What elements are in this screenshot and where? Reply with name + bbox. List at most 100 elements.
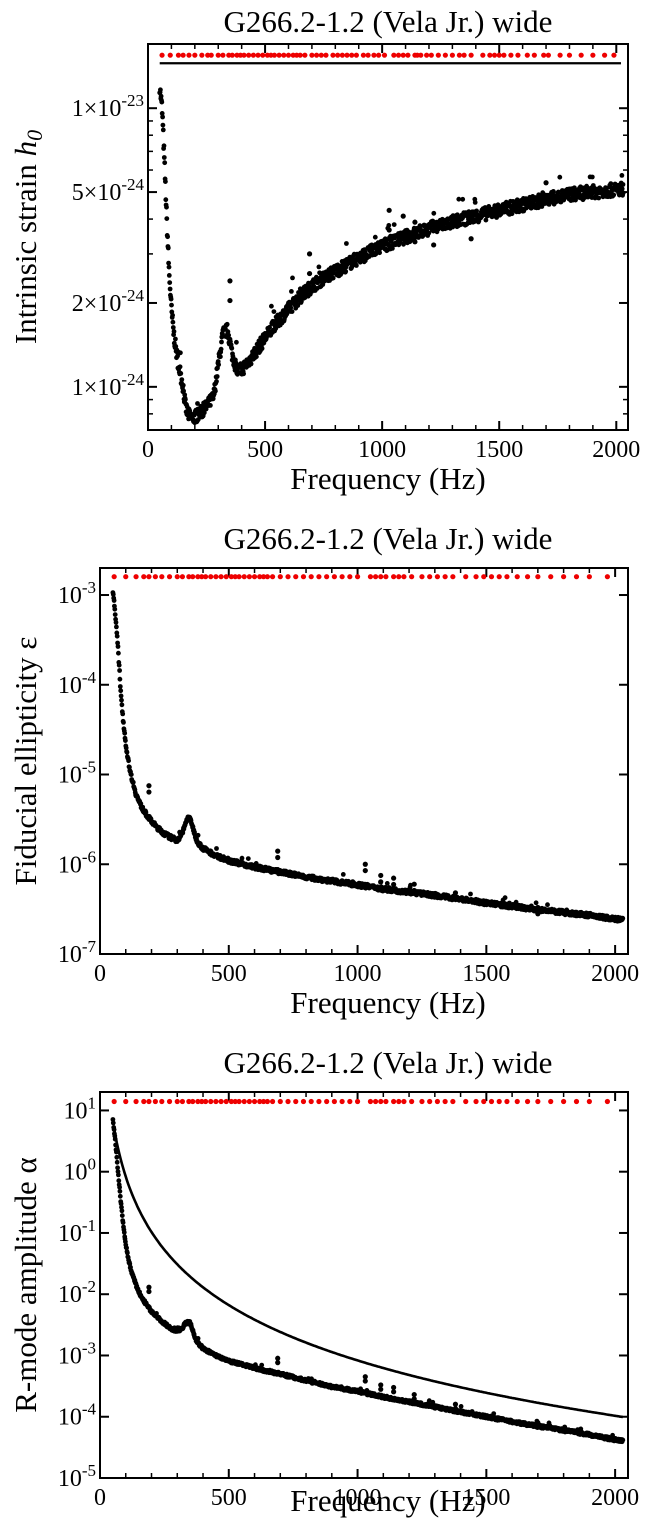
spike-point [378, 1386, 384, 1392]
spike-point [227, 278, 233, 284]
data-point [166, 264, 172, 270]
data-point [118, 688, 124, 694]
excluded-marker [515, 52, 521, 58]
data-point [159, 111, 165, 116]
chart-title: G266.2-1.2 (Vela Jr.) wide [224, 521, 553, 556]
excluded-marker [604, 574, 610, 580]
excluded-marker [208, 1098, 214, 1105]
upper-limit-points [110, 590, 626, 924]
excluded-marker [236, 1098, 242, 1105]
excluded-marker [174, 574, 180, 580]
excluded-marker [508, 52, 514, 58]
data-point [343, 269, 349, 274]
spike-point [400, 213, 406, 219]
chart-panel-2: G266.2-1.2 (Vela Jr.) wide 0 500 1000 1500 20… [8, 521, 639, 1020]
y-tick-label: 10-3 [58, 578, 96, 609]
excluded-marker [424, 52, 430, 58]
excluded-marker [456, 52, 463, 58]
data-point [241, 371, 247, 377]
excluded-marker [264, 574, 271, 580]
excluded-marker [285, 574, 291, 580]
excluded-marker [488, 574, 495, 580]
x-tick-label: 1500 [462, 1485, 510, 1511]
excluded-marker [213, 574, 219, 580]
excluded-marker [371, 52, 377, 58]
data-point [456, 196, 462, 202]
data-point [166, 273, 172, 278]
y-tick-label: 10-5 [58, 758, 96, 789]
x-tick-label: 1500 [462, 961, 510, 987]
spike-point [391, 1384, 397, 1391]
spike-point [452, 896, 459, 902]
spike-point [391, 875, 397, 881]
excluded-marker [203, 1098, 209, 1105]
data-point [124, 1245, 129, 1251]
spike-point [146, 1288, 152, 1295]
data-point [502, 895, 508, 901]
spike-point [378, 872, 384, 879]
x-tick-label: 0 [142, 437, 154, 463]
data-point [158, 87, 163, 93]
excluded-marker [434, 574, 441, 580]
plot-frame [99, 1091, 629, 1479]
excluded-marker [487, 52, 493, 58]
excluded-marker [223, 1098, 229, 1105]
excluded-marker [418, 52, 424, 58]
x-axis-label: Frequency (Hz) [290, 985, 485, 1020]
y-tick-label: 10-7 [58, 937, 97, 968]
excluded-marker [531, 52, 537, 58]
data-point [114, 1154, 120, 1160]
x-tick-label: 1000 [358, 437, 406, 463]
data-point [218, 354, 223, 360]
chart-title: G266.2-1.2 (Vela Jr.) wide [224, 4, 553, 39]
x-tick-label: 1000 [334, 1485, 382, 1511]
excluded-marker [330, 52, 336, 58]
excluded-marker [383, 574, 389, 580]
data-point [391, 222, 397, 228]
excluded-marker [190, 574, 196, 580]
data-point [122, 730, 128, 736]
data-point [533, 900, 539, 906]
x-tick-label: 500 [211, 1485, 247, 1511]
excluded-marker [213, 1098, 219, 1105]
excluded-marker [545, 52, 551, 58]
excluded-marker [260, 1098, 267, 1105]
excluded-marker [218, 574, 224, 580]
y-tick-label: 2×10-24 [72, 286, 145, 317]
data-point [288, 305, 294, 311]
data-point [619, 186, 625, 192]
data-point [620, 1437, 626, 1443]
data-point [170, 312, 176, 318]
data-point [117, 1188, 123, 1194]
excluded-marker [223, 574, 229, 580]
excluded-marker [241, 574, 247, 580]
excluded-marker [257, 1098, 263, 1105]
excluded-marker [331, 574, 337, 580]
excluded-marker [232, 1098, 238, 1105]
excluded-marker [260, 52, 266, 58]
data-point [431, 210, 437, 216]
data-point [195, 1336, 201, 1341]
data-point [620, 190, 626, 196]
data-point [460, 196, 466, 202]
excluded-marker [186, 574, 192, 580]
spike-point [452, 1401, 459, 1407]
data-point [160, 127, 166, 133]
excluded-marker [360, 52, 367, 58]
data-point [171, 329, 177, 334]
spike-point [386, 227, 392, 233]
data-point [254, 354, 259, 360]
data-point [159, 99, 165, 105]
data-point [165, 245, 171, 251]
excluded-marker [449, 52, 455, 58]
excluded-band-markers [111, 574, 610, 580]
data-point [119, 1208, 125, 1214]
data-point [165, 234, 171, 240]
excluded-marker [255, 52, 261, 58]
excluded-marker [257, 574, 263, 580]
data-point [125, 1250, 130, 1256]
excluded-marker [152, 1098, 158, 1105]
excluded-marker [339, 52, 345, 58]
excluded-marker [179, 1098, 186, 1105]
excluded-marker [378, 574, 384, 580]
